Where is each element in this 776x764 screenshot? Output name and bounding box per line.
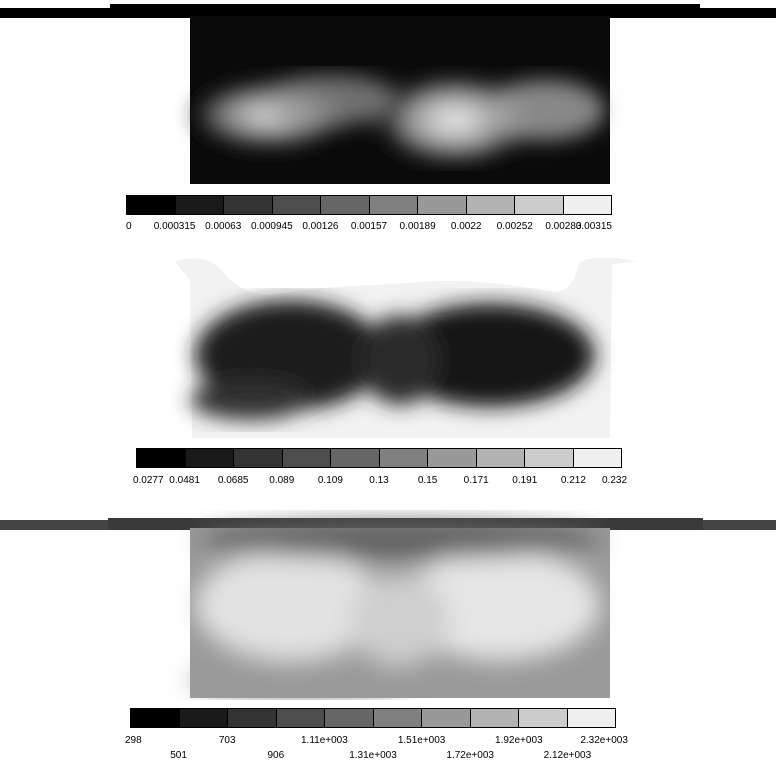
colorbar-2-seg [428,449,477,467]
colorbar-3-label: 906 [267,750,285,761]
colorbar-2-label: 0.13 [369,475,389,486]
colorbar-3-seg [422,709,471,727]
colorbar-2-label: 0.171 [463,475,489,486]
colorbar-1-label: 0.00283 [545,221,582,232]
colorbar-2-seg [573,449,621,467]
colorbar-1-label: 0.000315 [153,221,196,232]
colorbar-3-label: 1.72e+003 [446,750,494,761]
contour-panel-2: 0.0277 0.0481 0.0685 0.089 0.109 0.13 0.… [0,250,776,490]
colorbar-2 [136,448,622,468]
contour-field-1 [0,4,776,184]
colorbar-1-label: 0 [126,221,132,232]
colorbar-1-label: 0.00063 [205,221,242,232]
colorbar-3-label: 501 [170,750,187,761]
colorbar-2-label: 0.232 [601,475,628,486]
colorbar-1-seg [321,196,370,214]
colorbar-1-seg [466,196,515,214]
colorbar-1-label: 0.0022 [450,221,482,232]
colorbar-3-label: 2.32e+003 [580,735,628,746]
colorbar-1-seg [515,196,564,214]
colorbar-3 [130,708,616,728]
contour-field-3 [0,518,776,698]
colorbar-1-seg [369,196,418,214]
colorbar-1-labels: 0 0.000315 0.00063 0.000945 0.00126 0.00… [126,221,612,235]
colorbar-1-seg [563,196,611,214]
colorbar-1-seg [224,196,273,214]
contour-panel-3: 298 703 1.11e+003 1.51e+003 1.92e+003 2.… [0,510,776,762]
colorbar-2-label: 0.15 [417,475,438,486]
colorbar-2-seg [185,449,234,467]
colorbar-3-seg [373,709,422,727]
colorbar-2-label: 0.0481 [169,475,200,486]
colorbar-2-seg [137,449,186,467]
colorbar-3-seg [179,709,228,727]
colorbar-1-seg [272,196,321,214]
contour-field-2 [175,257,636,438]
colorbar-3-label: 1.11e+003 [300,735,348,746]
colorbar-1 [126,195,612,215]
colorbar-3-seg [276,709,325,727]
colorbar-3-label: 1.31e+003 [349,750,397,761]
colorbar-3-seg [470,709,519,727]
contour-panel-1: 0 0.000315 0.00063 0.000945 0.00126 0.00… [0,0,776,240]
colorbar-3-seg [567,709,615,727]
colorbar-2-seg [525,449,574,467]
colorbar-3-label: 1.92e+003 [495,735,543,746]
colorbar-1-label: 0.00126 [302,221,339,232]
colorbar-2-label: 0.191 [512,475,538,486]
colorbar-2-label: 0.109 [317,475,343,486]
colorbar-3-seg [519,709,568,727]
colorbar-3-label: 298 [124,735,142,746]
colorbar-1-label: 0.00157 [350,221,388,232]
colorbar-3-seg [131,709,180,727]
colorbar-3-seg [325,709,374,727]
colorbar-1-seg [175,196,224,214]
colorbar-2-seg [331,449,380,467]
colorbar-3-seg [228,709,277,727]
colorbar-2-label: 0.089 [269,475,295,486]
colorbar-1-label: 0.00189 [399,221,436,232]
colorbar-1-label: 0.00252 [496,221,533,232]
colorbar-3-label: 2.12e+003 [543,750,592,761]
colorbar-2-seg [476,449,525,467]
colorbar-3-labels-bottom: 501 906 1.31e+003 1.72e+003 2.12e+003 [130,750,616,764]
colorbar-3-label: 1.51e+003 [397,735,446,746]
colorbar-2-seg [282,449,331,467]
colorbar-2-label: 0.0277 [132,475,164,486]
colorbar-3-labels-top: 298 703 1.11e+003 1.51e+003 1.92e+003 2.… [125,735,628,749]
colorbar-1-seg [418,196,467,214]
colorbar-2-label: 0.212 [560,475,586,486]
colorbar-2-labels: 0.0277 0.0481 0.0685 0.089 0.109 0.13 0.… [132,475,627,489]
colorbar-3-label: 703 [218,735,236,746]
colorbar-2-seg [379,449,428,467]
colorbar-2-seg [234,449,283,467]
colorbar-1-label: 0.000945 [250,221,293,232]
colorbar-2-label: 0.0685 [217,475,249,486]
colorbar-1-label: 0.00315 [575,221,612,232]
colorbar-1-seg [127,196,176,214]
